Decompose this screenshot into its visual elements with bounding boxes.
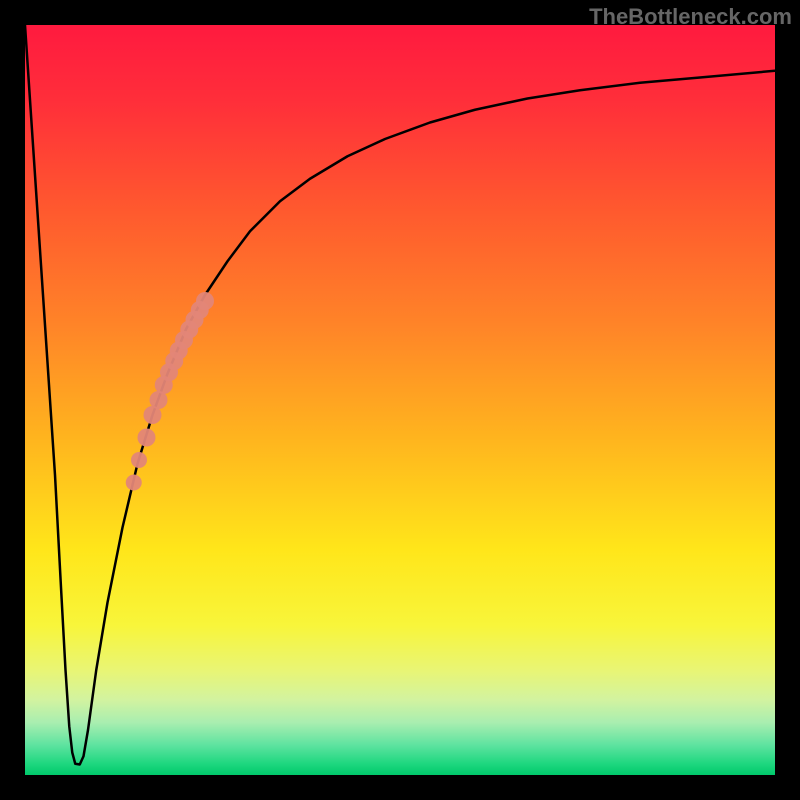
plot-area (25, 25, 775, 775)
chart-background (25, 25, 775, 775)
chart-root: TheBottleneck.com (0, 0, 800, 800)
highlight-marker (126, 475, 142, 491)
watermark-text: TheBottleneck.com (589, 4, 792, 30)
highlight-marker (131, 452, 147, 468)
highlight-marker (196, 292, 214, 310)
bottleneck-curve-chart (25, 25, 775, 775)
highlight-marker (138, 429, 156, 447)
